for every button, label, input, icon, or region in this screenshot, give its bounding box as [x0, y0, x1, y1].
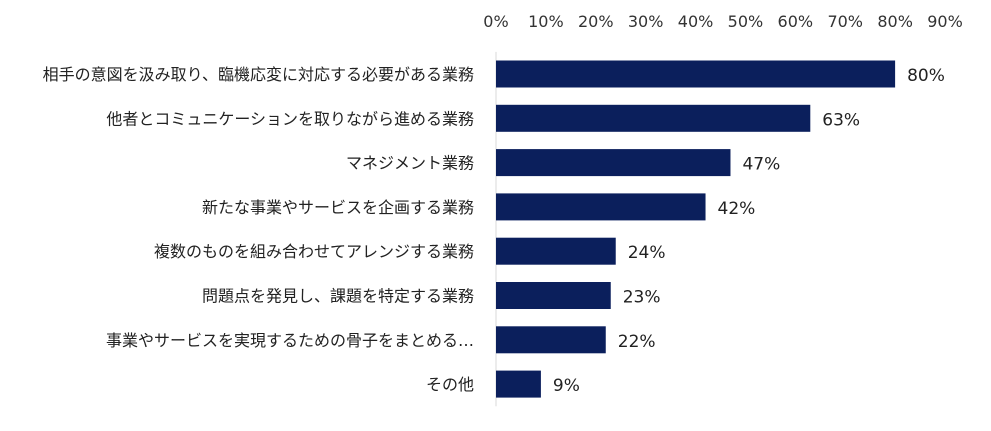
bar — [496, 282, 611, 309]
bar — [496, 104, 811, 132]
bars-group — [496, 60, 896, 398]
x-axis-ticks: 0% 10% 20% 30% 40% 50% 60% 70% 80% 90% — [483, 12, 962, 31]
category-label: 事業やサービスを実現するための骨子をまとめる… — [106, 331, 474, 350]
bar — [496, 370, 541, 398]
data-label: 47% — [742, 155, 780, 175]
x-tick-label: 0% — [483, 12, 508, 31]
x-tick-label: 90% — [927, 12, 963, 31]
x-tick-label: 20% — [578, 12, 614, 31]
x-tick-label: 50% — [728, 12, 764, 31]
data-label: 22% — [618, 332, 656, 352]
data-labels: 80% 63% 47% 42% 24% 23% 22% 9% — [553, 66, 945, 396]
category-label: 相手の意図を汲み取り、臨機応変に対応する必要がある業務 — [43, 65, 474, 84]
data-label: 9% — [553, 376, 580, 396]
x-tick-label: 40% — [678, 12, 714, 31]
category-label: 複数のものを組み合わせてアレンジする業務 — [154, 242, 474, 261]
x-tick-label: 80% — [877, 12, 913, 31]
category-label: その他 — [426, 375, 474, 394]
data-label: 23% — [623, 288, 661, 308]
data-label: 42% — [718, 199, 756, 219]
bar — [496, 193, 706, 221]
bar — [496, 60, 896, 88]
bar — [496, 149, 731, 177]
category-label: 新たな事業やサービスを企画する業務 — [202, 198, 474, 217]
x-tick-label: 60% — [778, 12, 814, 31]
category-label: 他者とコミュニケーションを取りながら進める業務 — [106, 109, 474, 128]
data-label: 80% — [907, 66, 945, 86]
category-label: 問題点を発見し、課題を特定する業務 — [202, 287, 474, 306]
data-label: 63% — [822, 110, 860, 130]
category-label: マネジメント業務 — [346, 154, 474, 173]
bar — [496, 237, 616, 265]
x-tick-label: 10% — [528, 12, 564, 31]
x-tick-label: 30% — [628, 12, 664, 31]
category-labels: 相手の意図を汲み取り、臨機応変に対応する必要がある業務他者とコミュニケーションを… — [43, 65, 474, 394]
bar — [496, 326, 606, 354]
x-tick-label: 70% — [827, 12, 863, 31]
data-label: 24% — [628, 243, 666, 263]
